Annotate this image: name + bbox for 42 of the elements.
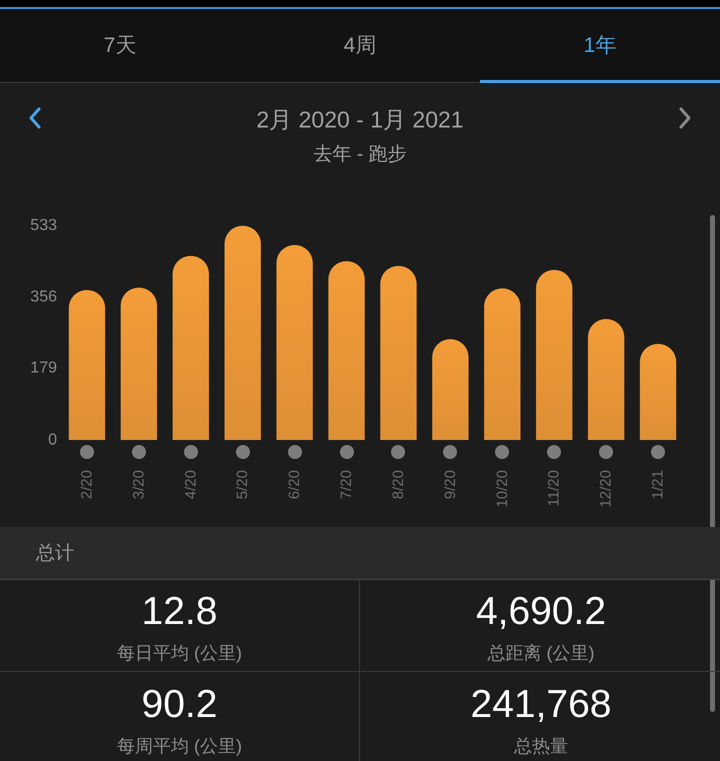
- x-tick-label: 3/20: [130, 470, 148, 500]
- text: 总距离 (公里): [488, 642, 594, 665]
- bar: [380, 266, 417, 440]
- x-tick-label: 7/20: [338, 470, 356, 500]
- text: 4周: [344, 33, 376, 59]
- x-tick-label: 2/20: [78, 470, 96, 500]
- x-tick-label: 1/21: [650, 470, 667, 500]
- text: 每日平均 (公里): [117, 642, 242, 665]
- text: 总计: [36, 542, 74, 566]
- bar: [120, 288, 158, 440]
- x-tick-label: 10/20: [494, 470, 511, 508]
- y-tick-label: 356: [30, 288, 58, 306]
- bar: [224, 226, 261, 440]
- x-tick-label: 9/20: [442, 470, 459, 500]
- text: 1年: [584, 33, 616, 59]
- bar: [432, 339, 469, 440]
- x-tick-label: 6/20: [286, 470, 304, 500]
- bar: [536, 270, 572, 440]
- x-tick-label: 12/20: [598, 470, 615, 508]
- text: 4,690.2: [476, 590, 606, 634]
- y-tick-label: 179: [30, 360, 58, 377]
- text: 7天: [104, 33, 136, 59]
- bar: [172, 256, 209, 440]
- chart-title: 2月 2020 - 1月 2021: [256, 106, 464, 134]
- bar: [484, 288, 520, 440]
- text: 90.2: [142, 683, 218, 727]
- bar: [68, 290, 106, 440]
- bar: [276, 245, 313, 440]
- text: 总热量: [514, 735, 568, 758]
- y-tick-label: 0: [48, 432, 58, 448]
- x-tick-label: 5/20: [234, 470, 252, 500]
- chart-subtitle: 去年 - 跑步: [314, 143, 406, 167]
- x-tick-label: 8/20: [390, 470, 407, 500]
- x-tick-label: 4/20: [182, 470, 200, 500]
- text: 241,768: [470, 683, 612, 727]
- y-tick-label: 533: [30, 217, 58, 234]
- bar: [328, 261, 365, 440]
- x-tick-label: 11/20: [546, 470, 563, 506]
- text: 每周平均 (公里): [117, 735, 242, 758]
- bar: [588, 318, 624, 440]
- bar: [640, 344, 676, 440]
- text: 12.8: [142, 590, 218, 634]
